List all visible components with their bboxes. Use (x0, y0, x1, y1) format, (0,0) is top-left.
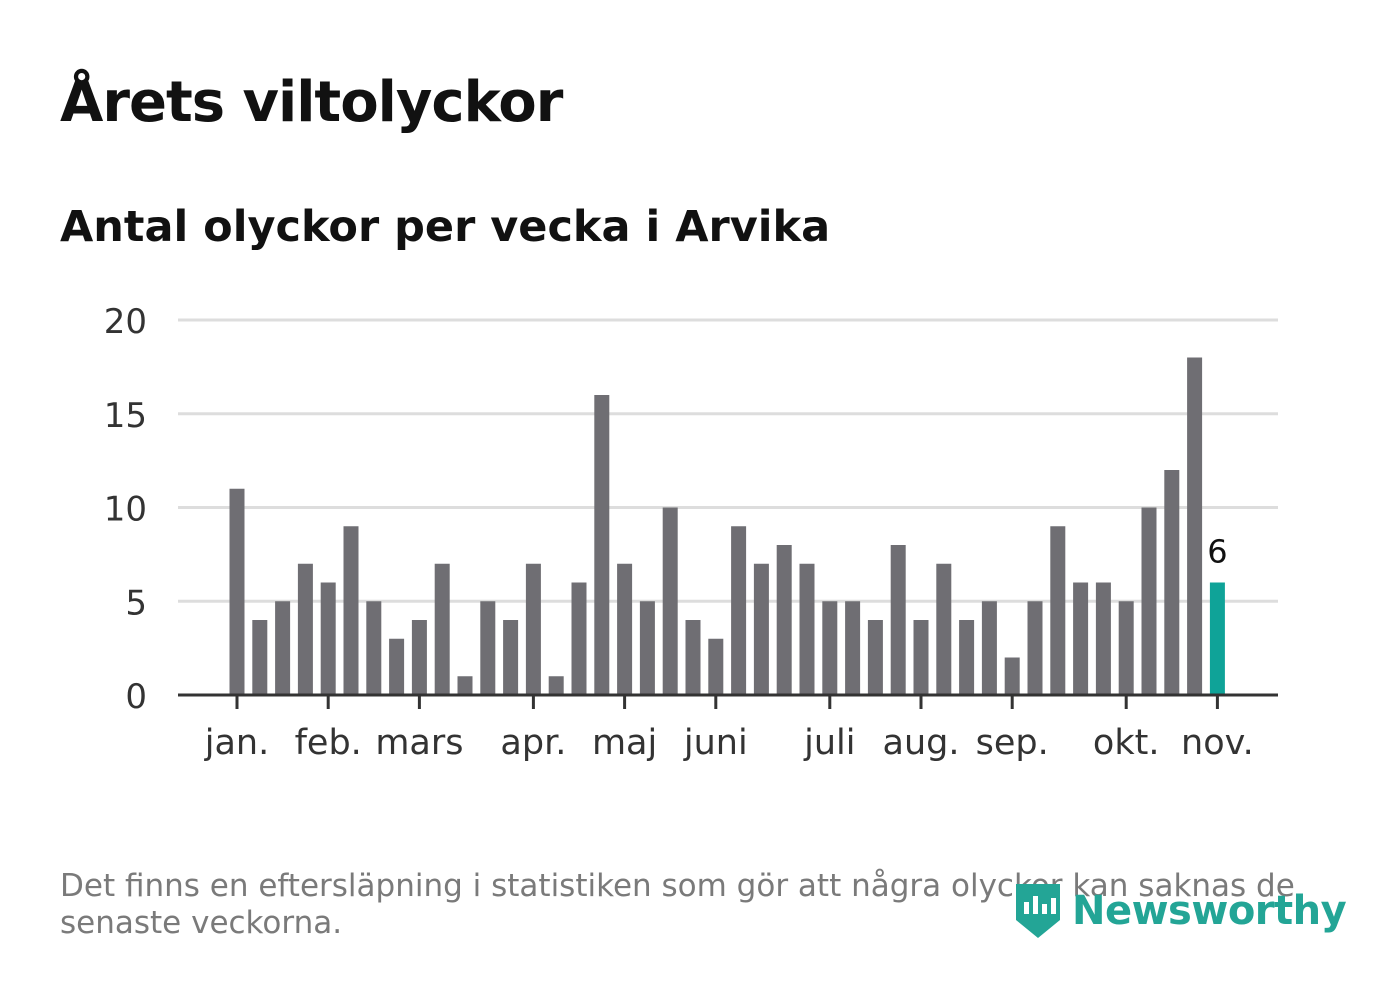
bar (617, 563, 633, 695)
bar (708, 638, 724, 695)
bar (503, 620, 519, 695)
y-tick-label: 15 (104, 396, 147, 436)
bar (776, 545, 792, 695)
chart-title: Årets viltolyckor (60, 70, 563, 135)
bar (548, 676, 564, 695)
bar (571, 582, 587, 695)
bar (822, 601, 838, 695)
bar (343, 526, 359, 695)
bar (1027, 601, 1043, 695)
bar (1095, 582, 1111, 695)
data-label-highlight: 6 (1207, 533, 1227, 571)
bar (639, 601, 655, 695)
bar (890, 545, 906, 695)
bar (845, 601, 861, 695)
y-axis-labels: 0 5 10 15 20 (104, 302, 147, 717)
bar (297, 563, 313, 695)
bar (685, 620, 701, 695)
x-tick-label: juli (803, 723, 855, 763)
x-tick-label: juni (683, 723, 748, 763)
gridlines (178, 318, 1278, 603)
bar (731, 526, 747, 695)
bar (594, 395, 610, 695)
bar (959, 620, 975, 695)
bar (366, 601, 382, 695)
footnote: Det finns en eftersläpning i statistiken… (60, 868, 1295, 941)
bar (1118, 601, 1134, 695)
y-tick-label: 10 (104, 490, 147, 530)
x-tick-label: nov. (1181, 723, 1254, 763)
x-tick-label: aug. (883, 723, 960, 763)
x-tick-label: okt. (1093, 723, 1160, 763)
y-tick-label: 0 (125, 677, 147, 717)
bar (753, 563, 769, 695)
bar (275, 601, 291, 695)
bar (434, 563, 450, 695)
bar (252, 620, 268, 695)
bar (662, 507, 678, 695)
x-axis: jan. feb. mars apr. maj juni juli aug. sep. okt. n… (178, 693, 1278, 763)
bar-chart: 0 5 10 15 20 jan. feb. mars apr. maj juni juli aug.… (104, 302, 1278, 763)
x-tick-label: feb. (295, 723, 362, 763)
bar-highlight (1209, 582, 1225, 695)
bar (981, 601, 997, 695)
bar (1004, 657, 1020, 695)
newsworthy-logo-icon (1016, 884, 1060, 938)
x-tick-label: mars (375, 723, 463, 763)
bar (1164, 470, 1180, 695)
bar (480, 601, 496, 695)
bar (1187, 357, 1203, 695)
x-tick-label: apr. (500, 723, 566, 763)
newsworthy-logo-text: Newsworthy (1072, 888, 1347, 934)
x-tick-label: maj (592, 723, 657, 763)
bar (229, 488, 245, 695)
y-tick-label: 5 (125, 583, 147, 623)
bar (1073, 582, 1089, 695)
bar (936, 563, 952, 695)
bar (799, 563, 815, 695)
bar (457, 676, 473, 695)
bar (1050, 526, 1066, 695)
x-tick-label: jan. (204, 723, 269, 763)
x-tick-label: sep. (976, 723, 1049, 763)
bar (389, 638, 405, 695)
bar (867, 620, 883, 695)
annotations: 6 (1207, 533, 1227, 571)
newsworthy-logo[interactable]: Newsworthy (1012, 880, 1347, 942)
bar (1141, 507, 1157, 695)
bars (229, 357, 1225, 695)
bar (525, 563, 541, 695)
chart-subtitle: Antal olyckor per vecka i Arvika (60, 202, 831, 252)
bar (411, 620, 427, 695)
bar (913, 620, 929, 695)
y-tick-label: 20 (104, 302, 147, 342)
bar (320, 582, 336, 695)
